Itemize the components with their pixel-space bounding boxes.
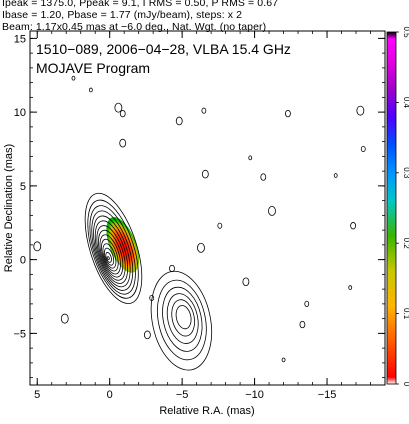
core-contours	[84, 192, 143, 304]
colorbar-tick-label: 0.1	[402, 308, 409, 320]
y-tick-label: 10	[14, 107, 26, 119]
x-tick-label: −15	[318, 389, 337, 401]
colorbar-tick-label: 0	[402, 382, 409, 387]
x-tick-label: 5	[34, 389, 40, 401]
noise-contour	[299, 320, 306, 329]
noise-contour	[304, 300, 310, 307]
noise-contour	[88, 87, 93, 93]
colorbar-tick-label: 0.5	[402, 26, 409, 38]
noise-contour	[242, 277, 250, 287]
noise-contour	[169, 264, 175, 273]
header-stats-line-1: Ipeak = 1375.0, Ppeak = 9.1, I RMS = 0.5…	[2, 0, 279, 9]
noise-contour	[360, 145, 366, 152]
y-tick-label: 0	[20, 255, 26, 267]
contour-level	[150, 270, 213, 371]
chart-subtitle: MOJAVE Program	[36, 60, 150, 76]
x-axis-ticks: 5 0 −5 −10 −15	[34, 31, 386, 401]
y-tick-label: −5	[13, 328, 26, 340]
contour-level	[175, 305, 192, 330]
noise-contour	[114, 102, 123, 113]
colorbar-tick-label: 0.2	[402, 238, 409, 250]
contour-level	[94, 220, 129, 284]
noise-contour	[201, 107, 207, 114]
chart-title: 1510−089, 2006−04−28, VLBA 15.4 GHz	[36, 41, 291, 57]
noise-contour	[143, 330, 151, 340]
noise-contour	[217, 222, 223, 229]
jet-contours	[150, 270, 213, 371]
contour-level	[157, 279, 207, 361]
contour-level	[102, 243, 117, 269]
noise-contour	[350, 222, 357, 230]
contour-level	[93, 215, 131, 288]
colorbar-tick-label: 0.3	[402, 167, 409, 179]
y-axis-label: Relative Declination (mas)	[3, 144, 15, 272]
noise-contour	[268, 205, 276, 216]
noise-contour	[175, 116, 183, 126]
noise-contour	[281, 357, 286, 363]
noise-contour	[119, 138, 127, 148]
contour-level	[89, 205, 136, 295]
contour-level	[96, 225, 126, 281]
noise-contour	[260, 173, 267, 181]
contour-level	[171, 299, 195, 337]
header-beam-line: Beam: 1.17x0.45 mas at −6.0 deg., Nat. W…	[2, 21, 267, 33]
contour-level	[99, 234, 121, 275]
contour-level	[103, 247, 115, 266]
x-tick-label: −10	[245, 389, 264, 401]
x-tick-label: 0	[107, 389, 113, 401]
noise-contour	[33, 241, 42, 252]
noise-contour	[201, 169, 209, 179]
colorbar	[386, 31, 397, 385]
noise-contour	[333, 173, 338, 178]
colorbar-tick-label: 0.4	[402, 97, 409, 109]
contour-level	[87, 199, 139, 299]
noise-contour	[285, 109, 291, 118]
y-tick-label: 5	[20, 181, 26, 193]
y-tick-label: 15	[14, 33, 26, 45]
noise-contour	[356, 105, 365, 116]
noise-contour	[248, 155, 253, 161]
contour-level	[105, 252, 112, 263]
x-axis-label: Relative R.A. (mas)	[159, 405, 254, 417]
contour-level	[106, 256, 110, 260]
contour-level	[162, 286, 203, 352]
x-tick-label: −5	[176, 389, 189, 401]
noise-contour	[60, 313, 69, 324]
contour-level	[166, 293, 199, 344]
y-axis-ticks: 15 10 5 0 −5	[13, 33, 385, 379]
noise-contour	[71, 75, 76, 81]
noise-contour	[197, 242, 205, 253]
contour-level	[101, 238, 119, 272]
noise-contour	[119, 109, 126, 118]
noise-contours	[33, 75, 366, 363]
header-stats-line-2: Ibase = 1.20, Pbase = 1.77 (mJy/beam), s…	[2, 9, 243, 21]
contour-level	[91, 210, 134, 291]
noise-contour	[348, 285, 353, 290]
plot-frame	[29, 30, 386, 386]
colorbar-ticks: 0.5 0.4 0.3 0.2 0.1 0	[396, 26, 409, 387]
contour-level	[84, 192, 143, 304]
plot-area	[33, 75, 366, 371]
contour-level	[98, 229, 124, 278]
